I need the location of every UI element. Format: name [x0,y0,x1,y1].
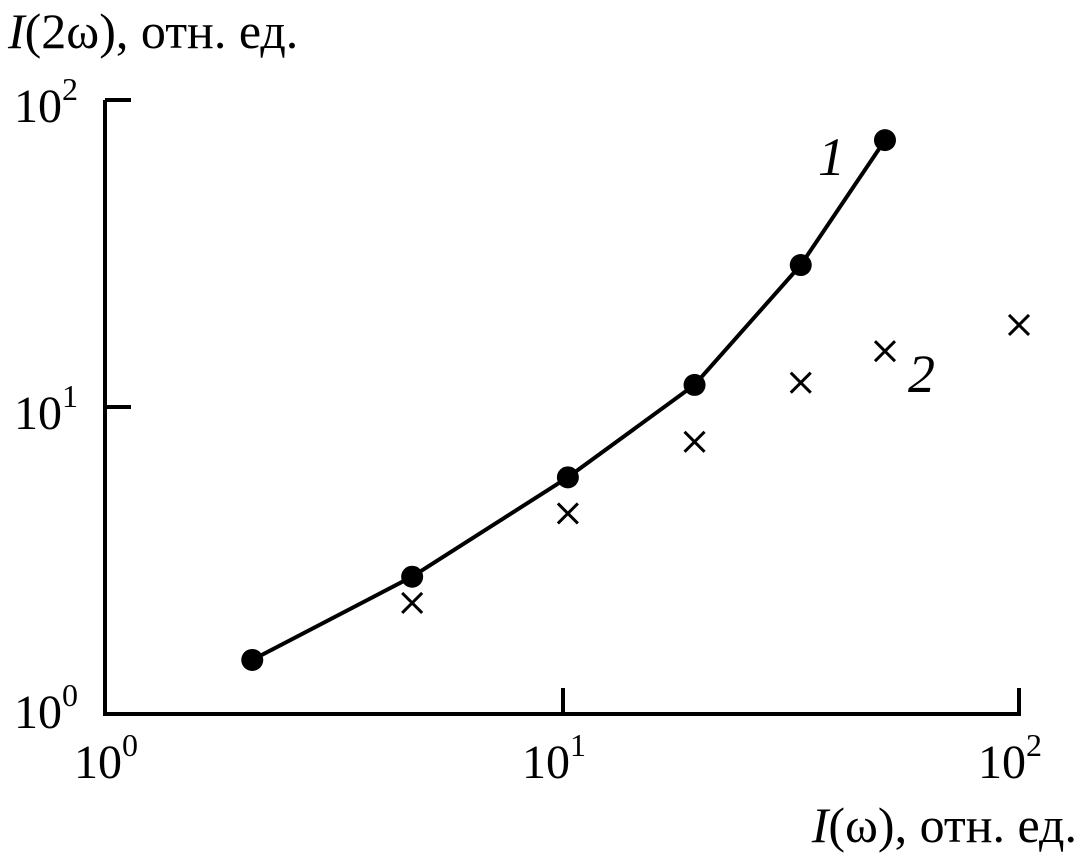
series-2-point-0 [401,591,424,615]
y-tick-label-100: 102 [14,71,78,133]
series-1-line [251,138,887,662]
y-tick-label-1: 100 [14,677,78,739]
series-2-point-1 [556,502,579,525]
series-1-point-1 [401,565,424,588]
series-1-point-4 [789,254,812,277]
x-axis-title: I(ω), отн. ед. [811,797,1077,853]
series-1-point-3 [683,373,706,396]
series-2 [401,313,1031,615]
series-1-point-2 [556,466,579,489]
x-tick-label-100: 102 [978,727,1042,789]
y-tick-label-10: 101 [14,378,78,440]
series-2-point-3 [789,371,812,394]
series-2-point-5 [1007,313,1031,337]
series-1-label: 1 [818,127,845,187]
series-2-point-4 [873,340,897,363]
series-1 [241,129,896,671]
series-1-point-5 [873,129,896,152]
tick-marks [105,98,1021,714]
series-1-point-0 [241,648,264,671]
series-2-point-2 [683,430,706,453]
x-tick-label-10: 101 [522,727,586,789]
x-tick-label-1: 100 [74,727,138,789]
y-axis-title: I(2ω), отн. ед. [7,3,298,59]
series-2-label: 2 [908,344,935,404]
